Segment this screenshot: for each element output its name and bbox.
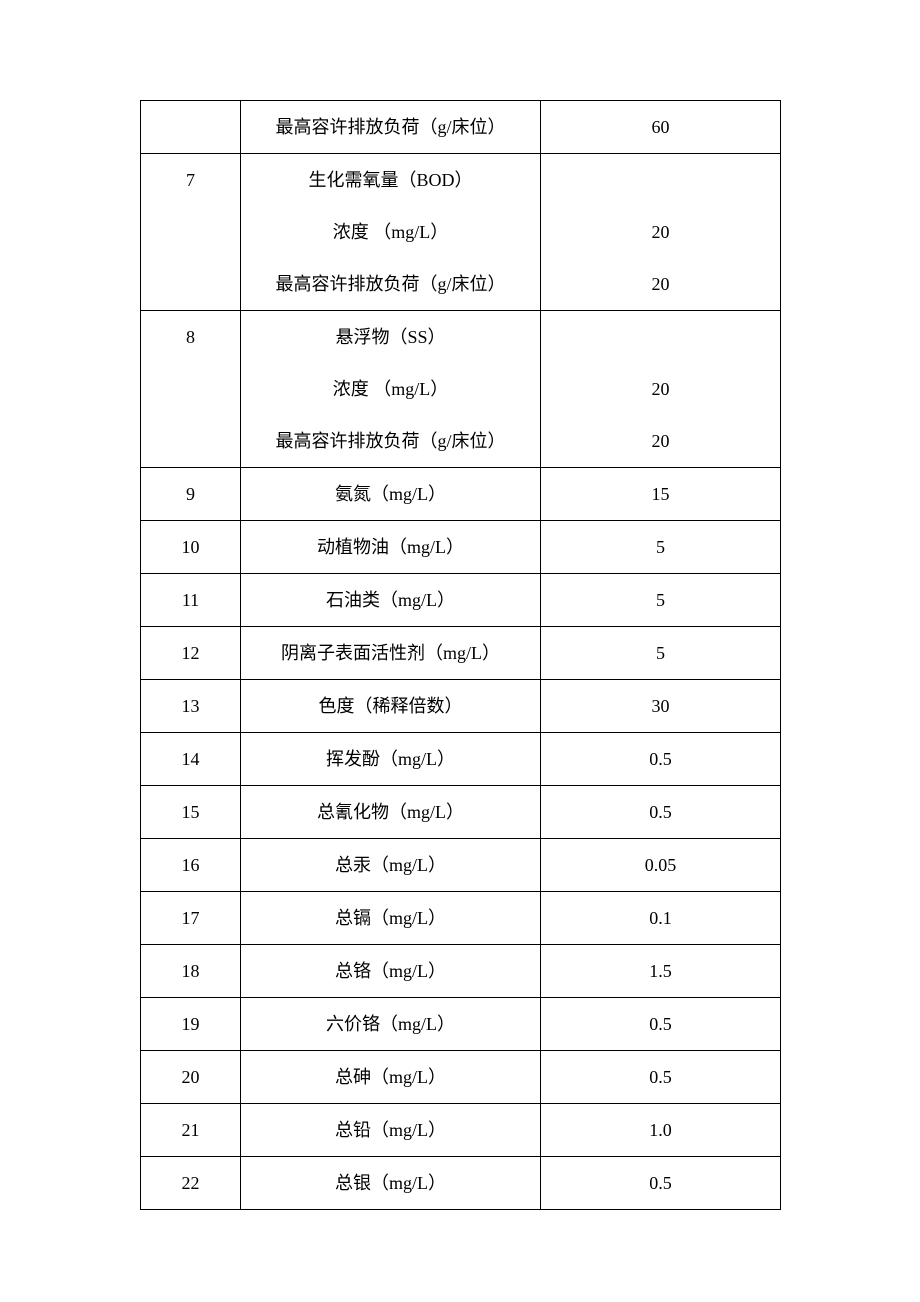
table-row: 最高容许排放负荷（g/床位） 60 [141, 101, 781, 154]
cell-value: 0.5 [541, 998, 781, 1051]
cell-value: 20 [541, 258, 781, 311]
cell-index: 7 [141, 154, 241, 207]
cell-value: 15 [541, 468, 781, 521]
cell-index: 13 [141, 680, 241, 733]
cell-value: 20 [541, 363, 781, 415]
cell-item: 动植物油（mg/L） [241, 521, 541, 574]
cell-item: 生化需氧量（BOD） [241, 154, 541, 207]
cell-item: 石油类（mg/L） [241, 574, 541, 627]
cell-index: 22 [141, 1157, 241, 1210]
cell-value: 20 [541, 206, 781, 258]
cell-value [541, 311, 781, 364]
cell-item: 最高容许排放负荷（g/床位） [241, 258, 541, 311]
cell-index: 11 [141, 574, 241, 627]
table-row: 浓度 （mg/L） 20 [141, 206, 781, 258]
cell-value: 0.5 [541, 1157, 781, 1210]
table-row: 15 总氰化物（mg/L） 0.5 [141, 786, 781, 839]
cell-value: 0.1 [541, 892, 781, 945]
cell-index [141, 206, 241, 258]
cell-index: 8 [141, 311, 241, 364]
cell-item: 阴离子表面活性剂（mg/L） [241, 627, 541, 680]
cell-value [541, 154, 781, 207]
cell-item: 总银（mg/L） [241, 1157, 541, 1210]
table-row: 10 动植物油（mg/L） 5 [141, 521, 781, 574]
table-row: 最高容许排放负荷（g/床位） 20 [141, 415, 781, 468]
cell-index [141, 258, 241, 311]
cell-index: 12 [141, 627, 241, 680]
table-row: 18 总铬（mg/L） 1.5 [141, 945, 781, 998]
table-row: 7 生化需氧量（BOD） [141, 154, 781, 207]
cell-value: 20 [541, 415, 781, 468]
table-row: 最高容许排放负荷（g/床位） 20 [141, 258, 781, 311]
cell-index: 20 [141, 1051, 241, 1104]
cell-index [141, 415, 241, 468]
cell-index [141, 101, 241, 154]
cell-value: 1.5 [541, 945, 781, 998]
table-row: 11 石油类（mg/L） 5 [141, 574, 781, 627]
cell-value: 5 [541, 627, 781, 680]
cell-item: 总镉（mg/L） [241, 892, 541, 945]
table-row: 22 总银（mg/L） 0.5 [141, 1157, 781, 1210]
cell-item: 六价铬（mg/L） [241, 998, 541, 1051]
cell-item: 总汞（mg/L） [241, 839, 541, 892]
cell-index: 9 [141, 468, 241, 521]
cell-index: 15 [141, 786, 241, 839]
cell-index: 10 [141, 521, 241, 574]
standards-table: 最高容许排放负荷（g/床位） 60 7 生化需氧量（BOD） 浓度 （mg/L）… [140, 100, 781, 1210]
cell-index: 14 [141, 733, 241, 786]
cell-index: 18 [141, 945, 241, 998]
cell-item: 总铬（mg/L） [241, 945, 541, 998]
cell-value: 5 [541, 521, 781, 574]
cell-item: 最高容许排放负荷（g/床位） [241, 101, 541, 154]
cell-value: 30 [541, 680, 781, 733]
table-row: 21 总铅（mg/L） 1.0 [141, 1104, 781, 1157]
cell-item: 色度（稀释倍数） [241, 680, 541, 733]
table-row: 13 色度（稀释倍数） 30 [141, 680, 781, 733]
table-row: 浓度 （mg/L） 20 [141, 363, 781, 415]
cell-item: 氨氮（mg/L） [241, 468, 541, 521]
table-row: 8 悬浮物（SS） [141, 311, 781, 364]
cell-index [141, 363, 241, 415]
table-row: 14 挥发酚（mg/L） 0.5 [141, 733, 781, 786]
cell-value: 1.0 [541, 1104, 781, 1157]
cell-item: 总氰化物（mg/L） [241, 786, 541, 839]
cell-index: 19 [141, 998, 241, 1051]
cell-index: 17 [141, 892, 241, 945]
cell-item: 总砷（mg/L） [241, 1051, 541, 1104]
cell-value: 0.5 [541, 1051, 781, 1104]
cell-item: 浓度 （mg/L） [241, 363, 541, 415]
cell-item: 浓度 （mg/L） [241, 206, 541, 258]
cell-value: 0.5 [541, 733, 781, 786]
cell-value: 5 [541, 574, 781, 627]
cell-index: 16 [141, 839, 241, 892]
cell-item: 挥发酚（mg/L） [241, 733, 541, 786]
document-page: 最高容许排放负荷（g/床位） 60 7 生化需氧量（BOD） 浓度 （mg/L）… [0, 0, 920, 1302]
cell-value: 0.05 [541, 839, 781, 892]
cell-value: 0.5 [541, 786, 781, 839]
table-row: 9 氨氮（mg/L） 15 [141, 468, 781, 521]
cell-item: 总铅（mg/L） [241, 1104, 541, 1157]
cell-item: 最高容许排放负荷（g/床位） [241, 415, 541, 468]
table-row: 16 总汞（mg/L） 0.05 [141, 839, 781, 892]
table-row: 20 总砷（mg/L） 0.5 [141, 1051, 781, 1104]
table-row: 19 六价铬（mg/L） 0.5 [141, 998, 781, 1051]
table-row: 17 总镉（mg/L） 0.1 [141, 892, 781, 945]
table-row: 12 阴离子表面活性剂（mg/L） 5 [141, 627, 781, 680]
cell-item: 悬浮物（SS） [241, 311, 541, 364]
cell-value: 60 [541, 101, 781, 154]
cell-index: 21 [141, 1104, 241, 1157]
